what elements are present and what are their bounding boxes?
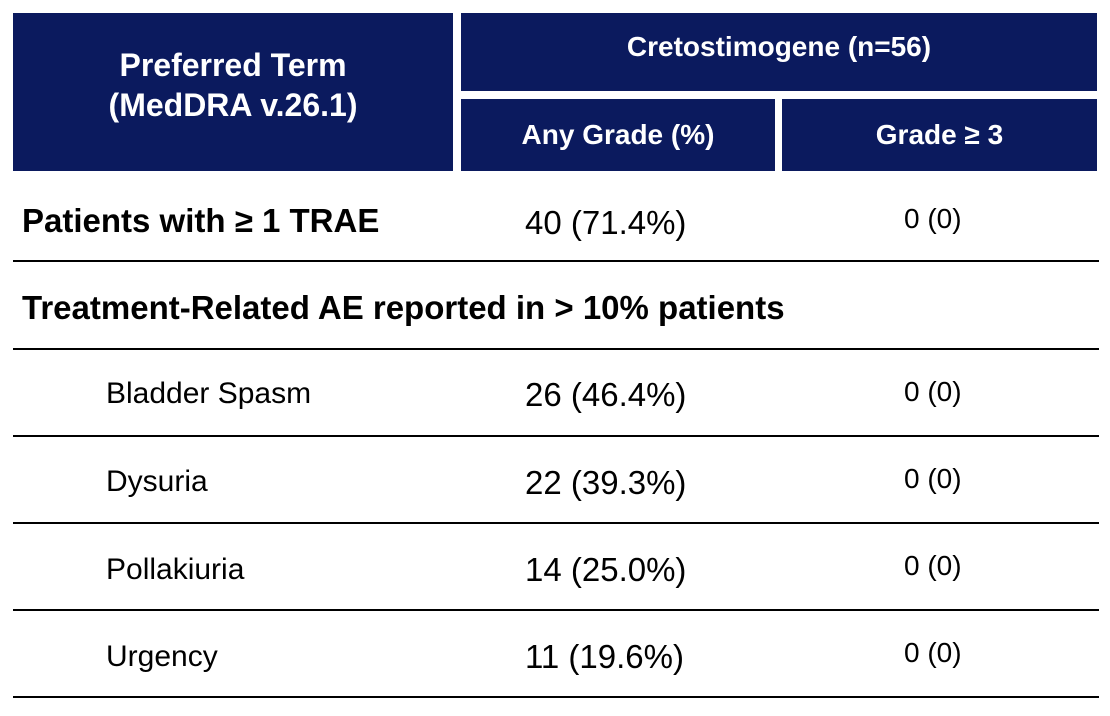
table-row-grade3: 0 (0): [904, 376, 962, 407]
row-divider: [13, 609, 1099, 611]
table-row-any-grade: 26 (46.4%): [525, 376, 687, 413]
table-row-label: Bladder Spasm: [106, 377, 312, 410]
header-preferred-term-line1: Preferred Term: [119, 47, 347, 83]
section-label: Treatment-Related AE reported in > 10% p…: [22, 289, 785, 326]
table-row-any-grade: 11 (19.6%): [525, 638, 684, 675]
row-divider: [13, 348, 1099, 350]
table-row-label: Dysuria: [106, 465, 208, 498]
row-divider: [13, 522, 1099, 524]
table-row-label: Urgency: [106, 640, 218, 673]
summary-row-grade3: 0 (0): [904, 203, 962, 234]
table-row-grade3: 0 (0): [904, 550, 962, 581]
header-grade3-label: Grade ≥ 3: [875, 119, 1004, 150]
header-any-grade-label: Any Grade (%): [521, 119, 715, 150]
row-divider: [13, 260, 1099, 262]
header-cretostimogene: Cretostimogene (n=56): [461, 13, 1097, 91]
table-row-label: Pollakiuria: [106, 553, 245, 586]
row-divider: [13, 696, 1099, 698]
header-any-grade: Any Grade (%): [461, 99, 775, 171]
table-row-any-grade: 14 (25.0%): [525, 551, 687, 588]
summary-row-any-grade: 40 (71.4%): [525, 204, 687, 241]
header-group-label: Cretostimogene (n=56): [626, 31, 932, 62]
header-preferred-term-line2: (MedDRA v.26.1): [108, 87, 358, 123]
header-preferred-term: Preferred Term (MedDRA v.26.1): [13, 13, 453, 171]
header-grade3: Grade ≥ 3: [782, 99, 1097, 171]
table-row-any-grade: 22 (39.3%): [525, 464, 687, 501]
row-divider: [13, 435, 1099, 437]
table-row-grade3: 0 (0): [904, 463, 962, 494]
table-row-grade3: 0 (0): [904, 637, 962, 668]
summary-row-label: Patients with ≥ 1 TRAE: [22, 202, 380, 239]
